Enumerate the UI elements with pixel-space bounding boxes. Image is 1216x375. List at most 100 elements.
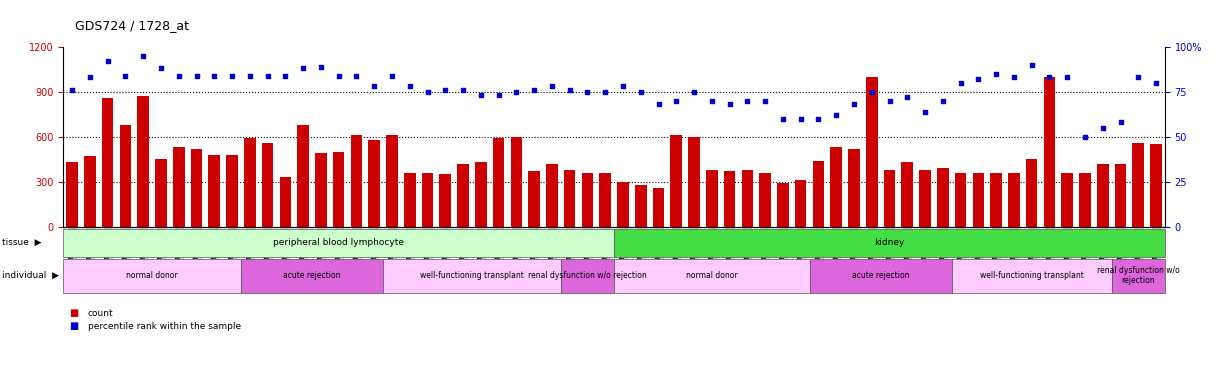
Bar bbox=[422, 173, 433, 227]
Bar bbox=[546, 164, 558, 227]
Bar bbox=[812, 161, 824, 227]
Point bbox=[435, 87, 455, 93]
Bar bbox=[173, 147, 185, 227]
Point bbox=[507, 89, 527, 95]
Point bbox=[347, 73, 366, 79]
Point bbox=[649, 102, 669, 108]
Point bbox=[933, 98, 952, 104]
Bar bbox=[901, 162, 913, 227]
Point bbox=[382, 73, 401, 79]
Point bbox=[596, 89, 615, 95]
Bar bbox=[635, 185, 647, 227]
Point bbox=[951, 80, 970, 86]
Point bbox=[169, 73, 188, 79]
Bar bbox=[368, 140, 379, 227]
Bar bbox=[1132, 143, 1144, 227]
Bar bbox=[688, 137, 700, 227]
Point bbox=[454, 87, 473, 93]
Bar bbox=[1008, 173, 1020, 227]
Point bbox=[844, 102, 863, 108]
Bar bbox=[1043, 77, 1055, 227]
Bar bbox=[511, 137, 522, 227]
Point bbox=[702, 98, 721, 104]
Bar bbox=[261, 143, 274, 227]
Bar bbox=[884, 170, 895, 227]
Text: count: count bbox=[88, 309, 113, 318]
Bar bbox=[191, 149, 202, 227]
Bar bbox=[280, 177, 291, 227]
Bar bbox=[795, 180, 806, 227]
Bar bbox=[1150, 144, 1161, 227]
Bar bbox=[1062, 173, 1073, 227]
Point bbox=[666, 98, 686, 104]
Bar bbox=[955, 173, 967, 227]
Bar bbox=[919, 170, 930, 227]
Bar bbox=[350, 135, 362, 227]
Bar bbox=[226, 155, 238, 227]
Point bbox=[204, 73, 224, 79]
Text: renal dysfunction w/o
rejection: renal dysfunction w/o rejection bbox=[1097, 266, 1180, 285]
Point bbox=[418, 89, 438, 95]
Point bbox=[187, 73, 207, 79]
Point bbox=[613, 84, 632, 90]
Point bbox=[311, 64, 331, 70]
Bar bbox=[475, 162, 486, 227]
Point bbox=[293, 66, 313, 72]
Bar bbox=[457, 164, 469, 227]
Text: acute rejection: acute rejection bbox=[852, 271, 910, 280]
Bar bbox=[599, 173, 610, 227]
Text: well-functioning transplant: well-functioning transplant bbox=[420, 271, 524, 280]
Point bbox=[1110, 120, 1130, 126]
Point bbox=[720, 102, 739, 108]
Point bbox=[1147, 80, 1166, 86]
Bar bbox=[492, 138, 505, 227]
Text: ■: ■ bbox=[69, 308, 79, 318]
Point bbox=[524, 87, 544, 93]
Bar bbox=[387, 135, 398, 227]
Point bbox=[827, 112, 846, 118]
Bar bbox=[564, 170, 575, 227]
Point bbox=[755, 98, 775, 104]
Point bbox=[631, 89, 651, 95]
Bar bbox=[404, 173, 416, 227]
Bar bbox=[1115, 164, 1126, 227]
Point bbox=[400, 84, 420, 90]
Point bbox=[897, 94, 917, 100]
Bar bbox=[849, 149, 860, 227]
Text: tissue  ▶: tissue ▶ bbox=[2, 238, 41, 248]
Bar bbox=[618, 182, 629, 227]
Point bbox=[685, 89, 704, 95]
Point bbox=[1004, 75, 1024, 81]
Point bbox=[879, 98, 899, 104]
Bar bbox=[315, 153, 327, 227]
Text: renal dysfunction w/o rejection: renal dysfunction w/o rejection bbox=[528, 271, 647, 280]
Point bbox=[969, 76, 989, 82]
Bar bbox=[759, 173, 771, 227]
Text: percentile rank within the sample: percentile rank within the sample bbox=[88, 322, 241, 331]
Bar bbox=[581, 173, 593, 227]
Text: normal donor: normal donor bbox=[686, 271, 738, 280]
Text: peripheral blood lymphocyte: peripheral blood lymphocyte bbox=[274, 238, 404, 248]
Bar bbox=[67, 162, 78, 227]
Point bbox=[809, 116, 828, 122]
Text: well-functioning transplant: well-functioning transplant bbox=[980, 271, 1083, 280]
Point bbox=[151, 66, 170, 72]
Text: GDS724 / 1728_at: GDS724 / 1728_at bbox=[75, 19, 190, 32]
Point bbox=[471, 93, 490, 99]
Point bbox=[258, 73, 277, 79]
Point bbox=[1128, 75, 1148, 81]
Point bbox=[80, 75, 100, 81]
Bar bbox=[528, 171, 540, 227]
Bar bbox=[208, 155, 220, 227]
Point bbox=[790, 116, 810, 122]
Point bbox=[542, 84, 562, 90]
Text: ■: ■ bbox=[69, 321, 79, 331]
Text: acute rejection: acute rejection bbox=[283, 271, 340, 280]
Bar bbox=[990, 173, 1002, 227]
Bar bbox=[1026, 159, 1037, 227]
Bar bbox=[1079, 173, 1091, 227]
Bar bbox=[653, 188, 664, 227]
Point bbox=[1040, 75, 1059, 81]
Bar bbox=[866, 77, 878, 227]
Point bbox=[134, 53, 153, 59]
